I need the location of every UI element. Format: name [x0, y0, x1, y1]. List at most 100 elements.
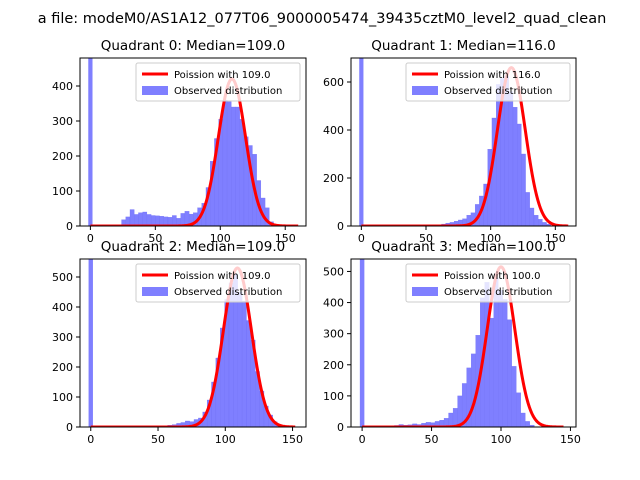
- observed-bin: [138, 212, 143, 226]
- observed-zero-bin: [88, 58, 93, 226]
- legend-poisson-label: Poission with 116.0: [444, 70, 540, 81]
- y-tick-label: 200: [52, 150, 73, 163]
- y-tick-label: 0: [337, 220, 344, 233]
- observed-zero-bin: [359, 259, 365, 427]
- x-tick-label: 0: [359, 433, 366, 446]
- observed-bin: [525, 421, 530, 427]
- y-tick-label: 0: [66, 220, 73, 233]
- observed-bin: [507, 319, 512, 427]
- y-tick-label: 400: [323, 297, 344, 310]
- observed-bin: [538, 219, 543, 226]
- y-tick-label: 200: [323, 359, 344, 372]
- legend-poisson-label: Poission with 100.0: [444, 271, 540, 282]
- x-tick-label: 50: [151, 433, 165, 446]
- x-tick-label: 50: [425, 433, 439, 446]
- observed-bin: [155, 215, 160, 226]
- observed-bin: [180, 213, 186, 226]
- observed-bin: [134, 214, 139, 226]
- quadrant-0-title: Quadrant 0: Median=109.0: [101, 38, 285, 54]
- y-tick-label: 0: [337, 421, 344, 434]
- observed-bin: [517, 123, 522, 226]
- observed-bin: [521, 153, 526, 226]
- observed-bin: [228, 282, 234, 427]
- legend-box: [405, 263, 571, 303]
- y-tick-label: 600: [323, 76, 344, 89]
- legend-poisson-label: Poission with 109.0: [174, 271, 270, 282]
- y-tick-label: 300: [323, 328, 344, 341]
- observed-bin: [502, 299, 508, 427]
- x-tick-label: 150: [282, 433, 303, 446]
- legend-box: [405, 62, 571, 102]
- y-tick-label: 200: [52, 361, 73, 374]
- observed-bin: [511, 366, 517, 427]
- y-tick-label: 300: [52, 331, 73, 344]
- observed-bin: [498, 289, 503, 427]
- x-tick-label: 50: [419, 232, 433, 245]
- observed-bin: [512, 107, 518, 226]
- poisson-curve: [360, 66, 570, 226]
- quadrant-2-panel: 0 50 100 150 0 100 200 300 400 500 Poission with 1…: [52, 239, 307, 446]
- observed-bin: [150, 215, 156, 226]
- observed-zero-bin: [88, 259, 93, 427]
- legend-observed-swatch: [142, 86, 168, 95]
- y-tick-label: 100: [52, 185, 73, 198]
- observed-bin: [146, 214, 152, 226]
- observed-bin: [489, 317, 494, 427]
- x-tick-label: 150: [560, 433, 581, 446]
- legend-box: [135, 62, 301, 102]
- x-tick-label: 0: [87, 433, 94, 446]
- axes-frame: [79, 258, 307, 428]
- poisson-curve: [361, 265, 565, 427]
- x-tick-label: 100: [491, 433, 512, 446]
- y-tick-label: 100: [323, 390, 344, 403]
- x-tick-label: 0: [358, 232, 365, 245]
- observed-bin: [516, 392, 521, 427]
- legend-observed-swatch: [142, 287, 168, 296]
- y-tick-label: 100: [52, 391, 73, 404]
- observed-bin: [172, 215, 177, 226]
- axes-frame: [350, 57, 577, 227]
- observed-bin: [226, 101, 232, 226]
- observed-bin: [542, 222, 547, 226]
- observed-bin: [237, 291, 243, 427]
- legend-observed-label: Observed distribution: [174, 86, 282, 97]
- x-tick-label: 0: [87, 232, 94, 245]
- observed-bin: [448, 412, 454, 427]
- quadrant-1-panel: 0 50 100 150 0 200 400 600 Poission with 116.0 Ob…: [323, 38, 577, 245]
- legend-observed-label: Observed distribution: [444, 86, 552, 97]
- observed-bin: [529, 207, 535, 226]
- quadrant-3-panel: 0 50 100 150 0 100 200 300 400 500 Poission with 1…: [323, 239, 581, 446]
- observed-bin: [231, 106, 236, 226]
- observed-zero-bin: [359, 58, 364, 226]
- observed-bin: [508, 91, 514, 226]
- legend-poisson-label: Poission with 109.0: [174, 70, 270, 81]
- legend-observed-label: Observed distribution: [174, 287, 282, 298]
- quadrant-0-panel: 0 50 100 150 0 100 200 300 400 Poission with 109.…: [52, 38, 307, 245]
- axes-frame: [79, 57, 307, 227]
- quadrant-1-title: Quadrant 1: Median=116.0: [371, 38, 555, 54]
- observed-bin: [533, 215, 539, 226]
- y-tick-label: 400: [52, 301, 73, 314]
- axes-frame: [350, 258, 577, 428]
- y-tick-label: 200: [323, 172, 344, 185]
- poisson-curve: [89, 77, 300, 226]
- y-tick-label: 500: [52, 271, 73, 284]
- observed-bin: [470, 353, 476, 427]
- x-tick-label: 100: [480, 232, 501, 245]
- y-tick-label: 0: [66, 421, 73, 434]
- observed-bin: [246, 320, 251, 427]
- quadrant-1-plot-area: [359, 58, 570, 226]
- x-tick-label: 150: [545, 232, 566, 245]
- observed-bin: [235, 106, 240, 226]
- observed-bin: [222, 99, 228, 226]
- figure-suptitle: a file: modeM0/AS1A12_077T06_9000005474_…: [38, 11, 607, 27]
- observed-bin: [525, 192, 530, 226]
- observed-bin: [484, 282, 490, 427]
- observed-bin: [457, 395, 463, 427]
- y-tick-label: 400: [52, 80, 73, 93]
- y-tick-label: 300: [52, 115, 73, 128]
- quadrant-0-plot-area: [88, 58, 300, 226]
- quadrant-2-title: Quadrant 2: Median=109.0: [101, 239, 285, 255]
- observed-bin: [520, 412, 526, 427]
